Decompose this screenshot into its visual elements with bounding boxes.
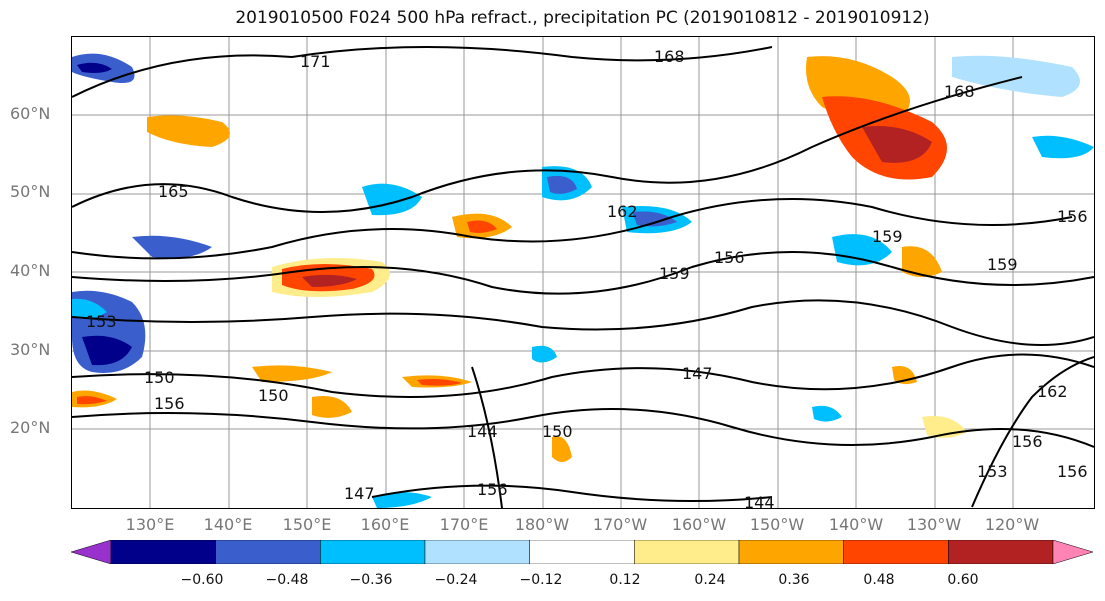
contour-label: 156 [477, 480, 508, 499]
colorbar-tick: 0.12 [609, 572, 641, 588]
contour-label: 168 [654, 47, 685, 66]
lat-label-40n: 40°N [10, 261, 51, 280]
colorbar-tick: −0.48 [265, 572, 309, 588]
colorbar-segment [738, 540, 844, 564]
colorbar-segment [948, 540, 1054, 564]
colorbar-segment [529, 540, 635, 564]
contour-label: 144 [744, 493, 775, 508]
lat-label-50n: 50°N [10, 182, 51, 201]
contour-label: 153 [977, 462, 1008, 481]
colorbar-tick: 0.24 [694, 572, 726, 588]
colorbar-segment [424, 540, 530, 564]
colorbar-tick: −0.12 [519, 572, 563, 588]
colorbar-segment [215, 540, 321, 564]
map-canvas: 171 168 168 165 162 159 156 159 159 156 … [72, 37, 1094, 508]
colorbar-tick: 0.36 [778, 572, 810, 588]
colorbar-extend-low [71, 540, 112, 564]
contour-label: 156 [1057, 207, 1088, 226]
lon-label-130w: 130°W [906, 515, 962, 534]
precip-patches [72, 53, 1094, 508]
contour-label: 147 [344, 484, 375, 503]
contour-label: 162 [607, 202, 638, 221]
colorbar-segment [634, 540, 740, 564]
contour-label: 156 [154, 394, 185, 413]
contour-label: 168 [944, 82, 975, 101]
lon-label-170w: 170°W [592, 515, 648, 534]
contour-label: 150 [258, 386, 289, 405]
contour-label: 153 [86, 312, 117, 331]
contour-label: 159 [872, 227, 903, 246]
map-panel: 171 168 168 165 162 159 156 159 159 156 … [71, 36, 1095, 509]
lon-label-170e: 170°E [439, 515, 489, 534]
contour-label: 156 [714, 248, 745, 267]
contour-label: 171 [300, 52, 331, 71]
contour-label: 147 [682, 364, 713, 383]
refractivity-contours [72, 46, 1094, 508]
contour-label: 162 [1037, 382, 1068, 401]
contour-label: 165 [158, 182, 189, 201]
contour-label: 144 [467, 422, 498, 441]
lon-label-140w: 140°W [828, 515, 884, 534]
contour-label: 156 [1012, 432, 1043, 451]
colorbar-tick: −0.60 [180, 572, 224, 588]
lon-label-140e: 140°E [203, 515, 253, 534]
graticule [72, 37, 1094, 508]
lon-label-130e: 130°E [125, 515, 175, 534]
lat-label-20n: 20°N [10, 418, 51, 437]
colorbar-segment [110, 540, 216, 564]
lon-label-150e: 150°E [282, 515, 332, 534]
lon-label-150w: 150°W [749, 515, 805, 534]
colorbar-extend-high [1052, 540, 1093, 564]
colorbar [71, 540, 1093, 564]
contour-label: 159 [987, 255, 1018, 274]
colorbar-tick: 0.48 [863, 572, 895, 588]
colorbar-segment [320, 540, 426, 564]
lon-label-160e: 160°E [360, 515, 410, 534]
colorbar-tick: −0.36 [349, 572, 393, 588]
colorbar-segment [843, 540, 949, 564]
contour-label: 150 [542, 422, 573, 441]
contour-labels: 171 168 168 165 162 159 156 159 159 156 … [86, 47, 1088, 508]
lat-label-30n: 30°N [10, 340, 51, 359]
lon-label-120w: 120°W [984, 515, 1040, 534]
map-title: 2019010500 F024 500 hPa refract., precip… [235, 8, 930, 28]
lon-label-160w: 160°W [671, 515, 727, 534]
colorbar-tick: −0.24 [434, 572, 478, 588]
lon-label-180w: 180°W [514, 515, 570, 534]
lat-label-60n: 60°N [10, 104, 51, 123]
contour-label: 156 [1057, 462, 1088, 481]
contour-label: 150 [144, 368, 175, 387]
contour-label: 159 [659, 264, 690, 283]
colorbar-tick: 0.60 [947, 572, 979, 588]
